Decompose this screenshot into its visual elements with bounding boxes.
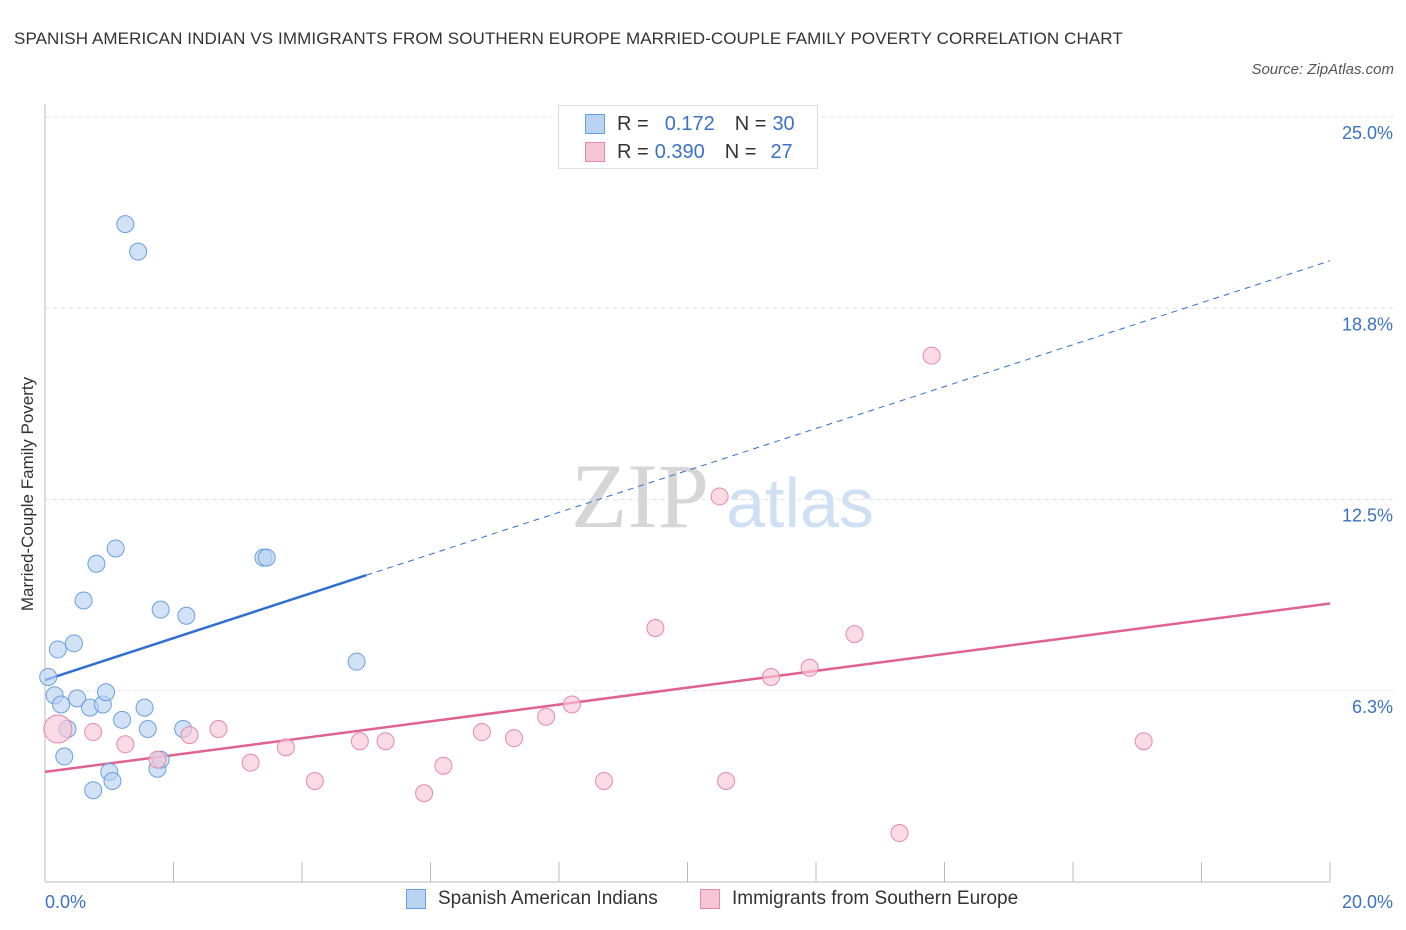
x-tick-label: 20.0% [1342, 892, 1393, 912]
point-spanish-american-indian [151, 600, 170, 619]
point-southern-europe [116, 735, 135, 754]
point-southern-europe [717, 772, 736, 791]
point-spanish-american-indian [116, 215, 135, 234]
point-spanish-american-indian [177, 606, 196, 625]
point-southern-europe [646, 619, 665, 638]
trend-line-solid [44, 602, 1331, 774]
point-southern-europe [148, 750, 167, 769]
point-spanish-american-indian [113, 710, 132, 729]
point-southern-europe [434, 756, 453, 775]
series-name-blue: Spanish American Indians [438, 888, 658, 909]
point-southern-europe [562, 695, 581, 714]
point-spanish-american-indian [39, 667, 58, 686]
source-label: Source: ZipAtlas.com [1251, 61, 1394, 78]
point-southern-europe [43, 714, 73, 744]
legend-swatch-blue [585, 114, 605, 134]
point-southern-europe [537, 707, 556, 726]
chart-title: SPANISH AMERICAN INDIAN VS IMMIGRANTS FR… [14, 29, 1123, 48]
point-spanish-american-indian [103, 772, 122, 791]
legend-n-label: N = [734, 112, 767, 135]
point-spanish-american-indian [138, 720, 157, 738]
point-southern-europe [845, 625, 864, 644]
legend-r-label: R = [617, 112, 649, 135]
legend-r-value: 0.172 [664, 112, 715, 135]
point-southern-europe [276, 738, 295, 757]
gridlines [45, 116, 1394, 692]
point-spanish-american-indian [48, 640, 67, 659]
tick-labels: 6.3% 12.5% 18.8% 25.0% 0.0% 20.0% [45, 123, 1393, 912]
point-spanish-american-indian [97, 683, 116, 702]
point-spanish-american-indian [74, 591, 93, 610]
point-southern-europe [710, 487, 729, 506]
point-spanish-american-indian [87, 554, 106, 573]
axes [44, 104, 1331, 883]
legend-n-label: N = [724, 140, 757, 163]
series-swatch-pink [700, 889, 720, 909]
point-spanish-american-indian [106, 539, 125, 558]
correlation-legend: R = 0.172 N = 30 R = 0.390 N = 27 [558, 105, 818, 169]
watermark: ZIP atlas [571, 445, 874, 547]
point-spanish-american-indian [129, 242, 148, 261]
point-southern-europe [505, 729, 524, 748]
point-southern-europe [594, 772, 613, 791]
trend-line-solid [44, 574, 367, 682]
trend-lines [44, 260, 1331, 774]
y-tick-label: 25.0% [1342, 123, 1393, 143]
y-tick-label: 12.5% [1342, 506, 1393, 526]
legend-n-value: 27 [770, 140, 793, 163]
point-southern-europe [376, 732, 395, 751]
legend-swatch-pink [585, 142, 605, 162]
point-southern-europe [890, 824, 909, 843]
point-southern-europe [305, 772, 324, 791]
point-spanish-american-indian [64, 634, 83, 653]
series-legend-pink: Immigrants from Southern Europe [700, 888, 1018, 910]
point-spanish-american-indian [84, 781, 103, 800]
point-southern-europe [800, 658, 819, 677]
trend-line-dashed [366, 260, 1331, 576]
point-southern-europe [922, 346, 941, 365]
watermark-zip: ZIP [571, 445, 709, 547]
point-spanish-american-indian [135, 698, 154, 717]
series-legend-blue: Spanish American Indians [406, 888, 658, 910]
point-southern-europe [762, 667, 781, 686]
legend-n-value: 30 [772, 112, 795, 135]
point-southern-europe [84, 723, 103, 742]
point-southern-europe [472, 723, 491, 742]
point-spanish-american-indian [68, 689, 87, 708]
point-southern-europe [180, 726, 199, 745]
legend-r-label: R = [617, 140, 649, 163]
point-spanish-american-indian [55, 747, 74, 766]
point-southern-europe [241, 753, 260, 772]
y-tick-label: 18.8% [1342, 314, 1393, 334]
legend-row-pink: R = 0.390 N = 27 [585, 139, 793, 165]
point-southern-europe [415, 784, 434, 803]
y-tick-label: 6.3% [1352, 697, 1393, 717]
legend-row-blue: R = 0.172 N = 30 [585, 111, 795, 137]
point-spanish-american-indian [52, 695, 71, 714]
data-points [39, 215, 1153, 843]
x-tick-label: 0.0% [45, 892, 86, 912]
point-spanish-american-indian [257, 548, 276, 567]
point-southern-europe [350, 732, 369, 751]
legend-r-value: 0.390 [654, 140, 705, 163]
series-swatch-blue [406, 889, 426, 909]
watermark-atlas: atlas [726, 464, 874, 542]
point-southern-europe [1134, 732, 1153, 751]
point-spanish-american-indian [347, 652, 366, 671]
series-name-pink: Immigrants from Southern Europe [732, 888, 1019, 909]
point-southern-europe [209, 720, 228, 738]
